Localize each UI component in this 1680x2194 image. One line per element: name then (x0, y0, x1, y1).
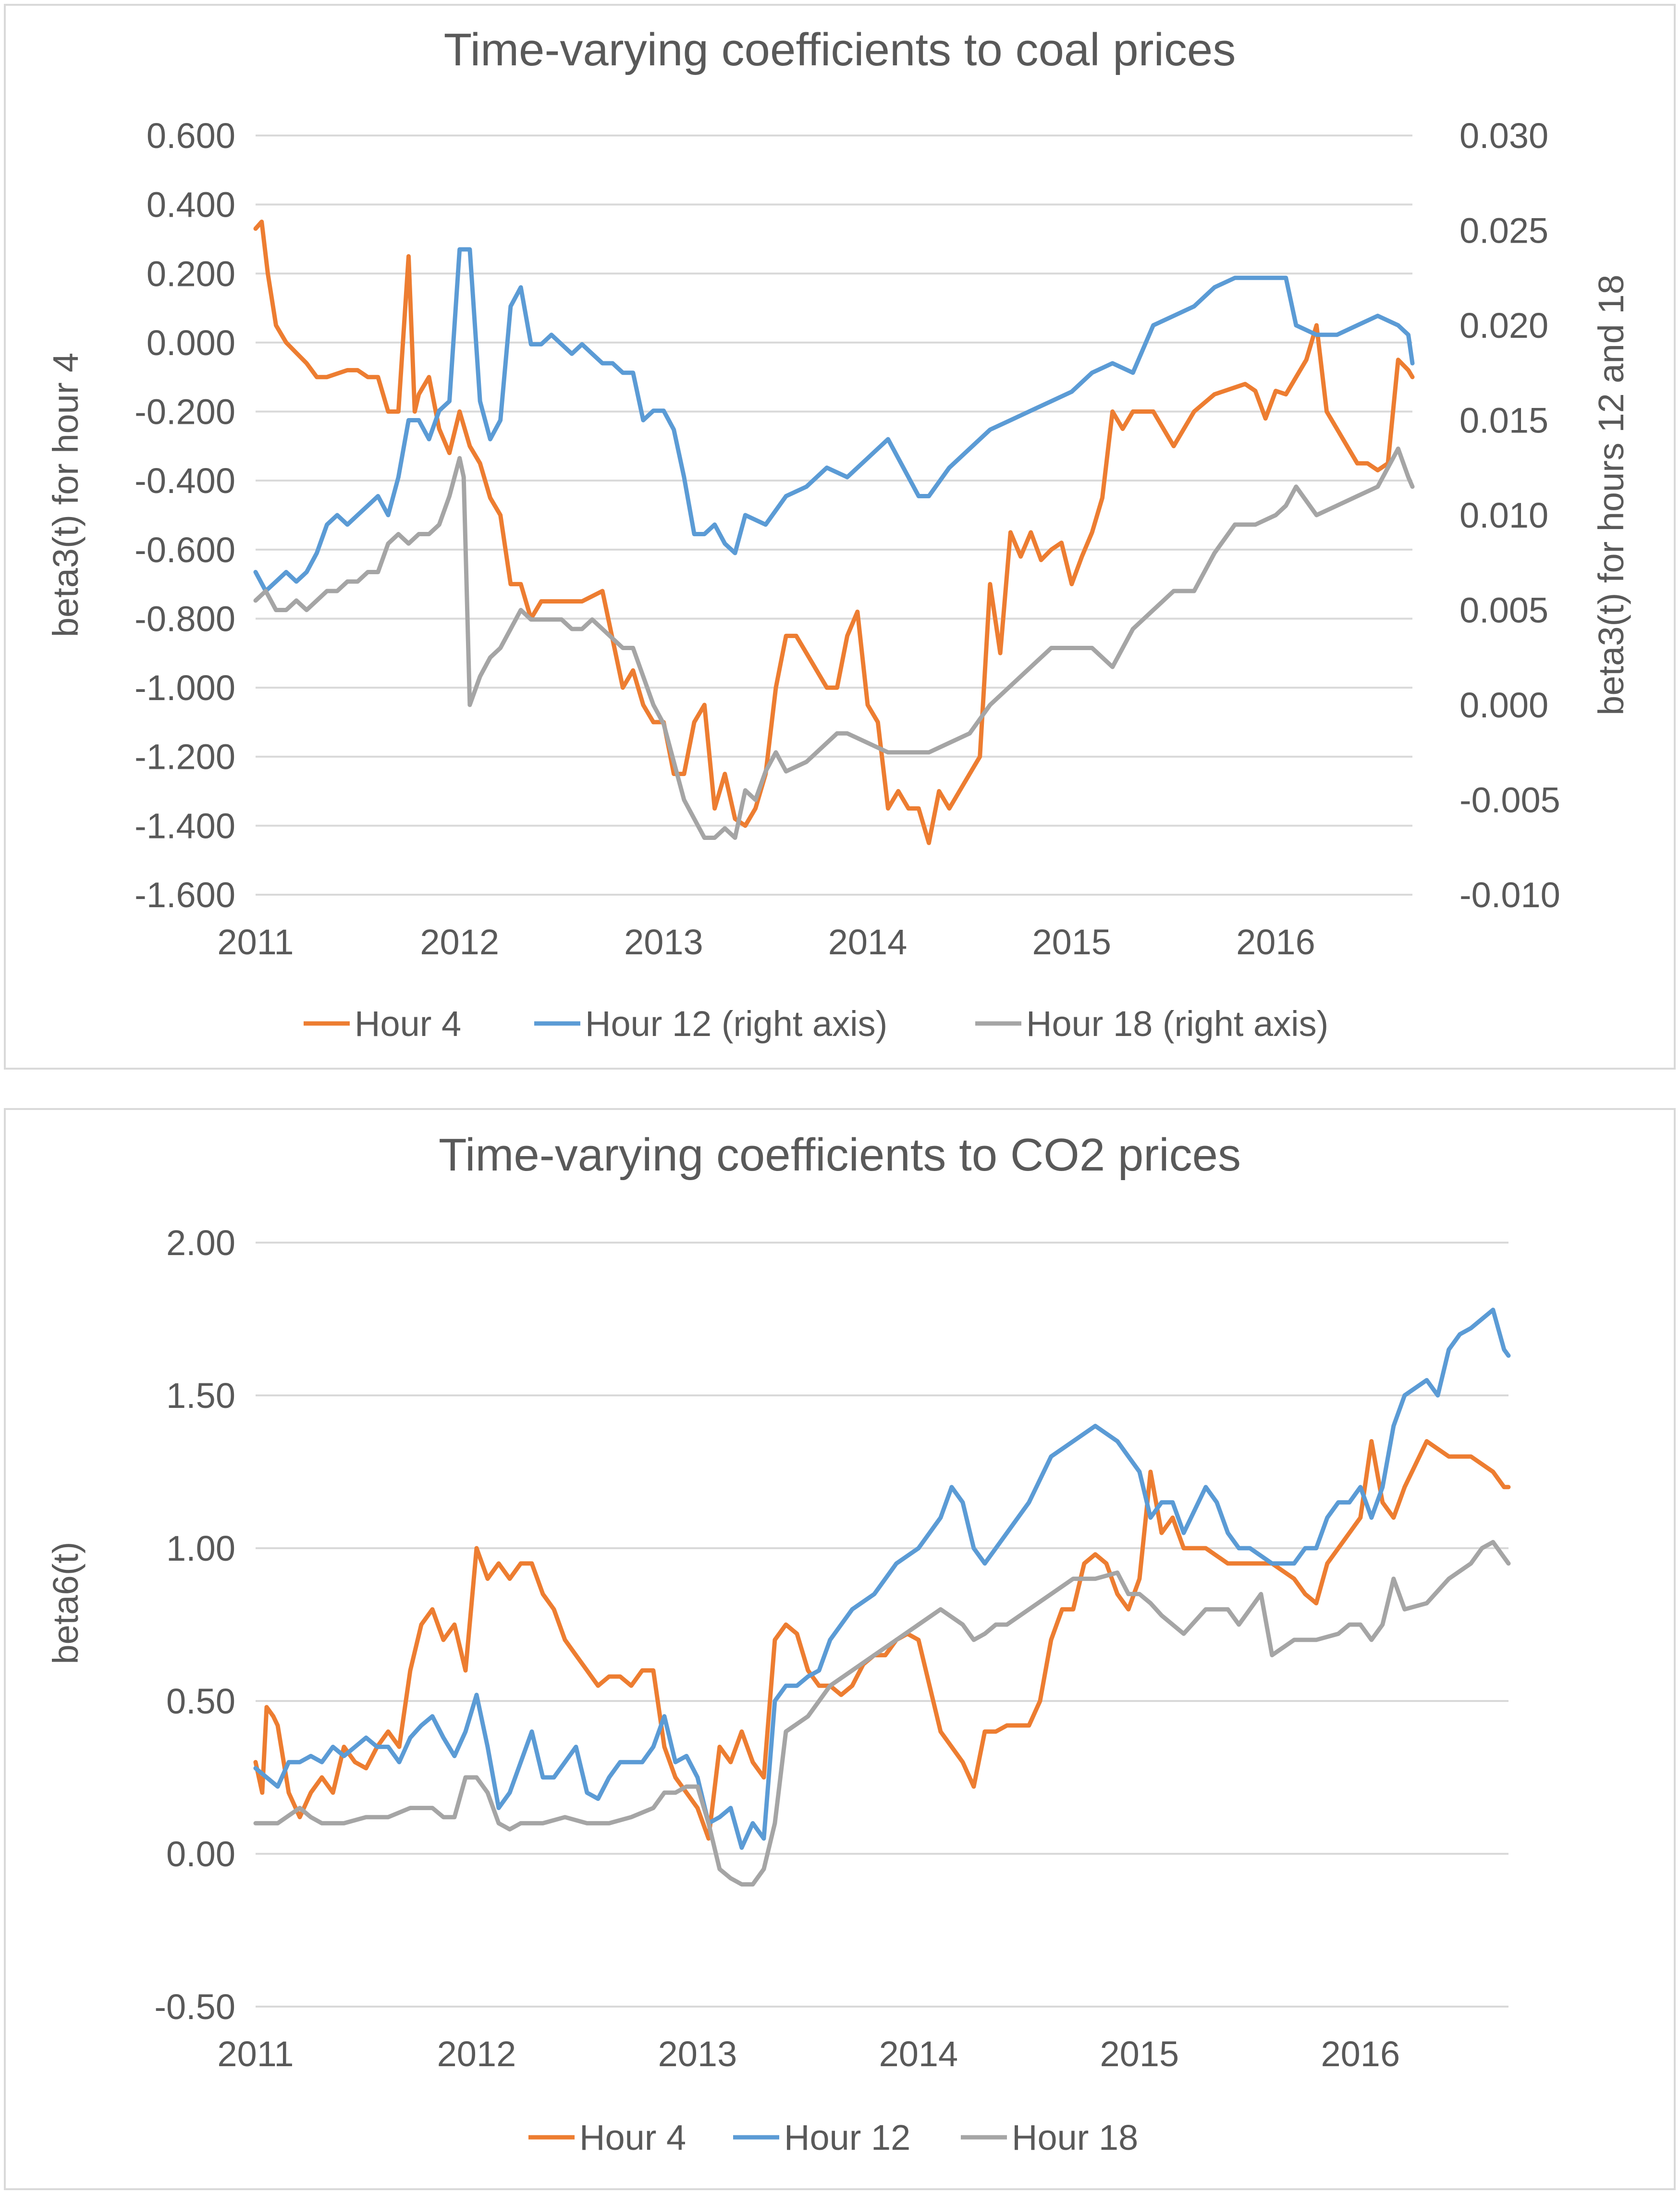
y-tick-label: 0.600 (147, 116, 235, 156)
y2-tick-label: 0.015 (1459, 401, 1548, 441)
x-tick-label: 2012 (437, 2034, 516, 2074)
series-line-hour4 (253, 1439, 1511, 1841)
x-tick-label: 2015 (1032, 922, 1111, 962)
y-tick-label: -0.800 (135, 599, 235, 639)
chart-panel-co2: Time-varying coefficients to CO2 prices … (4, 1108, 1676, 2190)
y-tick-label: 0.50 (166, 1681, 235, 1721)
series-line-hour18 (253, 446, 1415, 840)
x-tick-label: 2011 (217, 2034, 294, 2074)
y2-tick-label: 0.020 (1459, 306, 1548, 345)
x-tick-label: 2012 (420, 922, 499, 962)
series-line-hour12 (253, 247, 1415, 593)
y-tick-label: -0.200 (135, 392, 235, 432)
y-tick-label: -1.400 (135, 806, 235, 846)
series-line-hour18 (253, 1540, 1511, 1887)
chart-title: Time-varying coefficients to CO2 prices (439, 1129, 1241, 1181)
legend-label-hour12: Hour 12 (right axis) (585, 1004, 887, 1044)
x-tick-label: 2016 (1321, 2034, 1400, 2074)
series-line-hour12 (253, 1307, 1511, 1850)
legend-label-hour4: Hour 4 (579, 2118, 686, 2157)
legend: Hour 4 Hour 12 Hour 18 (528, 2118, 1138, 2157)
x-tick-label: 2016 (1236, 922, 1315, 962)
chart-title: Time-varying coefficients to coal prices (444, 24, 1236, 75)
x-tick-label: 2013 (624, 922, 703, 962)
series-line-hour4 (253, 220, 1415, 845)
y-tick-label: 0.000 (147, 323, 235, 363)
y-tick-label: -0.50 (154, 1987, 235, 2027)
y-axis-label-left: beta3(t) for hour 4 (46, 353, 86, 637)
y2-tick-label: 0.025 (1459, 211, 1548, 251)
y-tick-label: 2.00 (166, 1223, 235, 1263)
y-tick-label: -1.600 (135, 875, 235, 915)
y-axis-label-right: beta3(t) for hours 12 and 18 (1591, 274, 1631, 715)
y-tick-label: -1.200 (135, 737, 235, 777)
y-tick-label: -1.000 (135, 668, 235, 708)
chart-panel-coal: Time-varying coefficients to coal prices… (4, 4, 1676, 1070)
legend-label-hour18: Hour 18 (right axis) (1026, 1004, 1328, 1044)
x-tick-label: 2013 (658, 2034, 737, 2074)
x-tick-label: 2014 (828, 922, 907, 962)
y-tick-label: 1.00 (166, 1528, 235, 1568)
y-axis-label: beta6(t) (46, 1541, 86, 1664)
y2-tick-label: -0.005 (1459, 780, 1560, 820)
y-tick-label: 0.200 (147, 254, 235, 294)
y2-tick-label: 0.030 (1459, 116, 1548, 156)
y-tick-label: 1.50 (166, 1376, 235, 1416)
legend: Hour 4 Hour 12 (right axis) Hour 18 (rig… (304, 1004, 1328, 1044)
co2-chart: Time-varying coefficients to CO2 prices … (46, 1129, 1511, 2157)
y-tick-label: -0.600 (135, 530, 235, 570)
x-tick-label: 2015 (1100, 2034, 1179, 2074)
y-tick-label: 0.00 (166, 1834, 235, 1874)
y2-tick-label: 0.005 (1459, 591, 1548, 630)
y2-tick-label: -0.010 (1459, 875, 1560, 915)
x-tick-label: 2011 (217, 922, 294, 962)
legend-label-hour12: Hour 12 (784, 2118, 910, 2157)
y2-tick-label: 0.000 (1459, 685, 1548, 725)
legend-label-hour4: Hour 4 (355, 1004, 461, 1044)
y2-tick-label: 0.010 (1459, 495, 1548, 535)
y-tick-label: 0.400 (147, 185, 235, 225)
legend-label-hour18: Hour 18 (1012, 2118, 1138, 2157)
y-tick-label: -0.400 (135, 461, 235, 501)
x-tick-label: 2014 (879, 2034, 958, 2074)
coal-chart: Time-varying coefficients to coal prices… (46, 24, 1631, 1044)
